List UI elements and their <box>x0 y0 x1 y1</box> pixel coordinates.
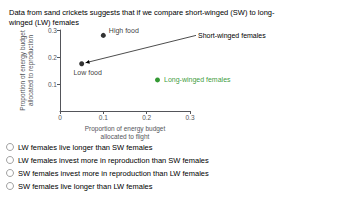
svg-text:Proportion of energy budget: Proportion of energy budget <box>85 125 166 133</box>
svg-text:High food: High food <box>109 27 139 35</box>
svg-text:SW females live longer than LW: SW females live longer than LW females <box>18 182 153 191</box>
svg-text:Proportion of energy budget: Proportion of energy budget <box>19 30 27 111</box>
svg-text:allocated to reproduction: allocated to reproduction <box>27 35 35 107</box>
svg-text:LW females live longer than SW: LW females live longer than SW females <box>18 143 153 152</box>
svg-text:Low food: Low food <box>73 69 102 76</box>
svg-text:Long-winged females: Long-winged females <box>164 76 231 84</box>
svg-text:SW females invest more in repr: SW females invest more in reproduction t… <box>18 169 209 178</box>
svg-text:Data from sand crickets sugges: Data from sand crickets suggests that if… <box>9 8 275 17</box>
svg-text:0.2: 0.2 <box>142 114 151 121</box>
svg-text:0.2: 0.2 <box>48 54 57 61</box>
svg-text:0.1: 0.1 <box>48 81 57 88</box>
svg-text:0.1: 0.1 <box>99 114 108 121</box>
svg-text:0.3: 0.3 <box>185 114 194 121</box>
svg-text:LW females invest more in repr: LW females invest more in reproduction t… <box>18 156 209 165</box>
svg-text:0: 0 <box>58 114 62 121</box>
svg-text:0.3: 0.3 <box>48 27 57 34</box>
svg-text:winged (LW) females: winged (LW) females <box>8 18 79 27</box>
svg-text:allocated to flight: allocated to flight <box>101 133 150 141</box>
svg-text:Short-winged females: Short-winged females <box>198 32 266 40</box>
